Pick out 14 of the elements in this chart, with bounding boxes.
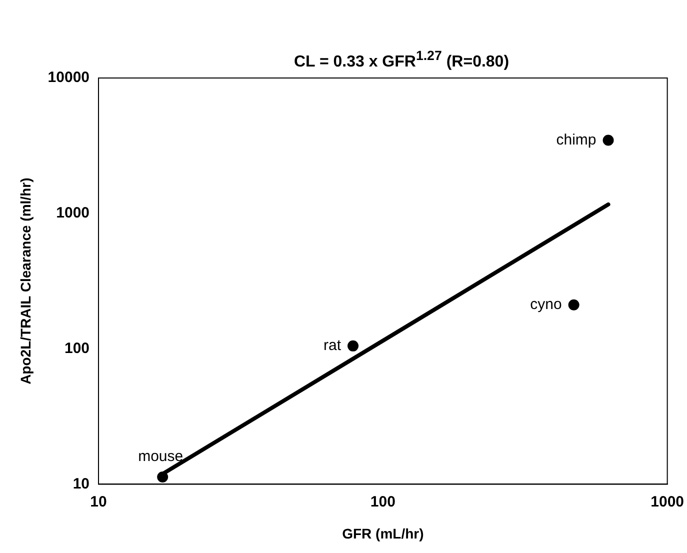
y-tick-label: 10: [72, 475, 90, 492]
chart-title: CL = 0.33 x GFR$^{1.27}$ (R=0.80): [292, 48, 510, 72]
annotation: mouse: [138, 448, 184, 466]
x-axis-title: GFR (mL/hr): [342, 525, 424, 542]
y-tick-label: 10000: [48, 69, 90, 86]
annotation: rat: [324, 337, 342, 354]
y-tick-label: 1000: [56, 204, 90, 222]
annotation: chimp: [556, 131, 596, 148]
x-tick-label: 1000: [650, 493, 684, 510]
x-tick-label: 100: [370, 493, 396, 510]
x-tick-label: 10: [90, 493, 107, 510]
y-tick-label: 100: [64, 340, 90, 357]
y-axis-title: Apo2L/TRAIL Clearance (ml/hr): [17, 178, 34, 384]
annotation: cyno: [530, 296, 562, 314]
